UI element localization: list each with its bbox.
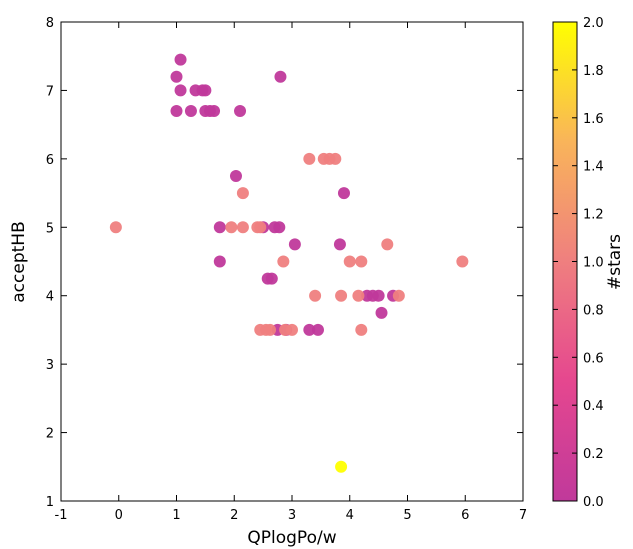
data-point [335,460,348,473]
data-point [213,221,226,234]
x-tick-label: -1 [55,508,68,523]
data-point [381,238,394,251]
data-point [170,104,183,117]
y-axis-title: acceptHB [9,221,29,302]
data-point [288,238,301,251]
y-tick-label: 3 [46,358,54,373]
y-tick-label: 6 [46,153,54,168]
colorbar-ticks: 0.0 0.2 0.4 0.6 0.8 1.0 1.2 1.4 1.6 1.8 2.0 [553,16,604,510]
data-point [329,152,342,165]
data-point [109,221,122,234]
data-point [456,255,469,268]
data-point [274,70,287,83]
colorbar-tick-label: 0.8 [583,303,604,318]
data-point [174,53,187,66]
data-point [372,289,385,302]
x-tick-label: 3 [288,508,296,523]
colorbar-tick-label: 1.0 [583,256,604,271]
data-point [236,221,249,234]
data-point [170,70,183,83]
x-tick-label: 1 [172,508,180,523]
data-point [254,221,267,234]
data-point [286,323,298,336]
data-point [264,323,277,336]
data-point [333,238,346,251]
x-tick-label: 2 [230,508,238,523]
x-axis-title: QPlogPo/w [247,528,336,548]
data-point [303,323,316,336]
x-tick-label: 6 [461,508,469,523]
y-tick-label: 1 [46,495,54,510]
data-point [199,84,212,97]
plot-frame [60,21,524,502]
x-tick-label: 4 [346,508,354,523]
colorbar: 0.0 0.2 0.4 0.6 0.8 1.0 1.2 1.4 1.6 1.8 2.0 #stars [552,16,625,510]
colorbar-tick-label: 1.8 [583,64,604,79]
data-point [303,152,316,165]
y-tick-label: 2 [46,427,54,442]
data-point [337,187,350,200]
colorbar-tick-label: 0.2 [583,447,604,462]
y-tick-label: 4 [46,290,54,305]
data-point [265,272,278,285]
x-tick-label: 0 [115,508,123,523]
colorbar-title: #stars [605,234,625,290]
data-point [352,289,365,302]
data-point [184,104,197,117]
data-points [109,53,469,473]
plot-area: -1 0 1 2 3 4 5 6 7 1 2 3 4 5 6 7 8 [46,16,527,523]
data-point [213,255,226,268]
data-point [309,289,322,302]
data-point [225,221,238,234]
y-tick-label: 7 [46,84,54,99]
colorbar-tick-label: 1.2 [583,208,604,223]
x-axis-ticks: -1 0 1 2 3 4 5 6 7 [55,22,527,523]
colorbar-tick-label: 2.0 [583,16,604,31]
colorbar-tick-label: 0.6 [583,351,604,366]
colorbar-tick-label: 1.4 [583,160,604,175]
data-point [208,104,221,117]
data-point [273,221,286,234]
colorbar-tick-label: 1.6 [583,112,604,127]
data-point [355,323,368,336]
data-point [277,255,290,268]
data-point [335,289,348,302]
data-point [229,169,242,182]
x-tick-label: 5 [403,508,411,523]
data-point [311,323,324,336]
y-tick-label: 8 [46,16,54,31]
colorbar-tick-label: 0.0 [583,495,604,510]
data-point [355,255,368,268]
y-tick-label: 5 [46,221,54,236]
data-point [375,306,388,319]
y-axis-ticks: 1 2 3 4 5 6 7 8 [46,16,523,510]
data-point [236,187,249,200]
data-point [343,255,356,268]
data-point [174,84,187,97]
data-point [392,289,405,302]
data-point [234,104,247,117]
x-tick-label: 7 [519,508,527,523]
colorbar-tick-label: 0.4 [583,399,604,414]
